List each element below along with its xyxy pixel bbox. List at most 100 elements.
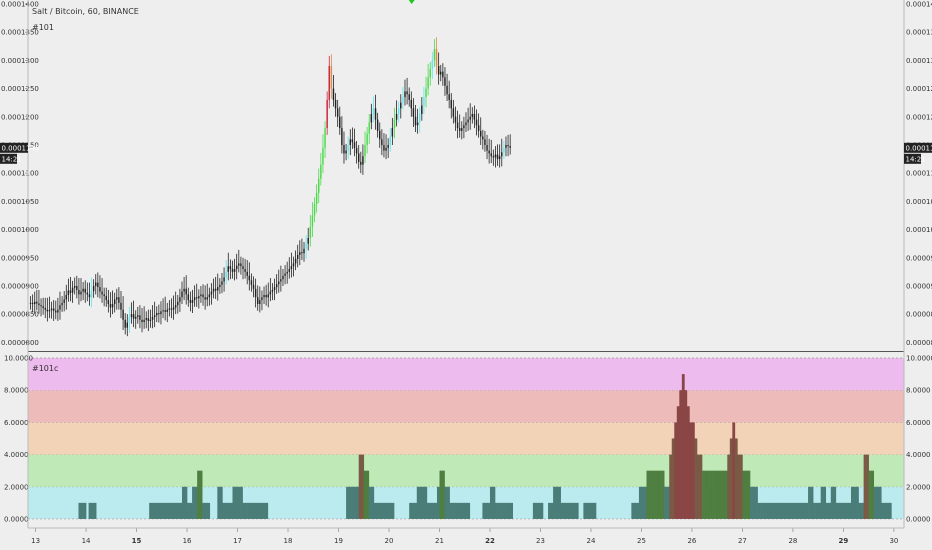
candle-body — [229, 266, 232, 270]
current-price-label-right: 0.0001145 — [906, 144, 932, 152]
hist-bar — [792, 502, 796, 519]
price-tick-left: 0.0001200 — [1, 113, 39, 121]
candle-body — [132, 314, 135, 319]
hist-bar — [727, 454, 731, 519]
hist-bar — [351, 486, 354, 519]
hist-bar — [876, 486, 880, 519]
price-tick-left: 0.0000950 — [1, 254, 39, 262]
hist-bar — [497, 502, 501, 519]
candle-body — [418, 113, 421, 123]
band-2 — [28, 422, 904, 455]
candle-body — [109, 304, 112, 308]
price-tick-left: 0.0001000 — [1, 226, 39, 234]
hist-bar — [411, 502, 415, 519]
osc-tick-right: 4.0000 — [906, 451, 931, 459]
hist-bar — [654, 470, 657, 519]
hist-bar — [381, 502, 385, 519]
time-tick-label: 26 — [687, 537, 696, 545]
time-axis: 13 14 15 16 17 18 19 20 21 22 23 24 25 26 27 28 29 30 — [31, 528, 898, 545]
candle-body — [145, 318, 147, 320]
hist-bar — [363, 470, 367, 519]
candle-body — [118, 297, 120, 303]
hist-bar — [366, 470, 370, 519]
candle-body — [461, 128, 463, 131]
candle-body — [328, 66, 330, 100]
candle-body — [217, 287, 219, 291]
price-tick-left: 0.0001250 — [1, 85, 39, 93]
candle-body — [231, 269, 234, 272]
countdown-tag-left — [0, 153, 17, 164]
candle-body — [284, 273, 286, 276]
hist-bar — [724, 470, 728, 519]
band-1 — [28, 454, 904, 487]
hist-bar — [414, 502, 418, 519]
candle-body — [324, 128, 326, 148]
hist-bar — [661, 470, 665, 519]
symbol-title[interactable]: Salt / Bitcoin, 60, BINANCE — [32, 7, 139, 16]
candle-body — [162, 310, 164, 312]
hist-bar — [467, 502, 471, 519]
hist-bar — [810, 486, 814, 519]
hist-bar — [636, 502, 640, 519]
candle-body — [496, 154, 499, 160]
candle-body — [498, 156, 501, 160]
candle-body — [151, 316, 154, 320]
candle-body — [486, 144, 488, 151]
candle-body — [204, 297, 206, 300]
candle-body — [88, 294, 91, 298]
candle-body — [78, 289, 80, 295]
osc-tick-left: 8.0000 — [4, 387, 29, 395]
hist-bar — [843, 502, 847, 519]
hist-bar — [194, 486, 198, 519]
candle-body — [95, 282, 97, 286]
hist-bar — [707, 470, 710, 519]
candle-body — [402, 97, 404, 103]
candle-body — [31, 302, 34, 305]
candle-body — [97, 282, 99, 288]
hist-bar — [800, 502, 804, 519]
candle-body — [235, 265, 238, 270]
hist-bar — [224, 502, 228, 519]
candle-body — [343, 144, 345, 154]
price-tick-right: 0.0001350 — [906, 29, 932, 37]
candle-body — [52, 308, 55, 311]
time-tick-label: 28 — [788, 537, 797, 545]
candle-body — [273, 287, 276, 290]
candle-body — [181, 291, 183, 298]
sub-indicator-label[interactable]: #101c — [32, 364, 58, 373]
price-tick-left: 0.0000900 — [1, 282, 39, 290]
candle-body — [372, 108, 375, 114]
candle-body — [63, 299, 65, 303]
hist-bar — [762, 502, 766, 519]
candle-body — [349, 139, 352, 145]
hist-bar — [828, 502, 832, 519]
osc-tick-left: 4.0000 — [4, 451, 29, 459]
countdown-label-right: 14:21 — [906, 155, 926, 163]
candle-body — [210, 291, 213, 295]
hist-bar — [886, 502, 890, 519]
candle-body — [193, 297, 196, 301]
indicator-label[interactable]: #101 — [32, 23, 54, 32]
candle-body — [252, 284, 255, 289]
candle-body — [326, 99, 328, 129]
hist-bar — [550, 502, 554, 519]
candle-body — [408, 94, 410, 100]
candle-body — [280, 279, 282, 282]
hist-bar — [184, 486, 188, 519]
hist-bar — [507, 502, 511, 519]
candle-body — [101, 291, 103, 295]
candle-body — [507, 144, 509, 147]
hist-bar — [719, 470, 723, 519]
price-tick-right: 0.0000850 — [906, 311, 932, 319]
candle-body — [471, 113, 474, 117]
candle-body — [113, 299, 116, 305]
candle-body — [427, 77, 429, 89]
candle-body — [233, 269, 236, 272]
candle-body — [440, 71, 442, 75]
candle-body — [57, 309, 59, 313]
candle-body — [303, 248, 305, 254]
hist-bar — [452, 502, 455, 519]
candle-body — [269, 291, 272, 295]
candles — [29, 37, 511, 337]
hist-bar — [386, 502, 390, 519]
